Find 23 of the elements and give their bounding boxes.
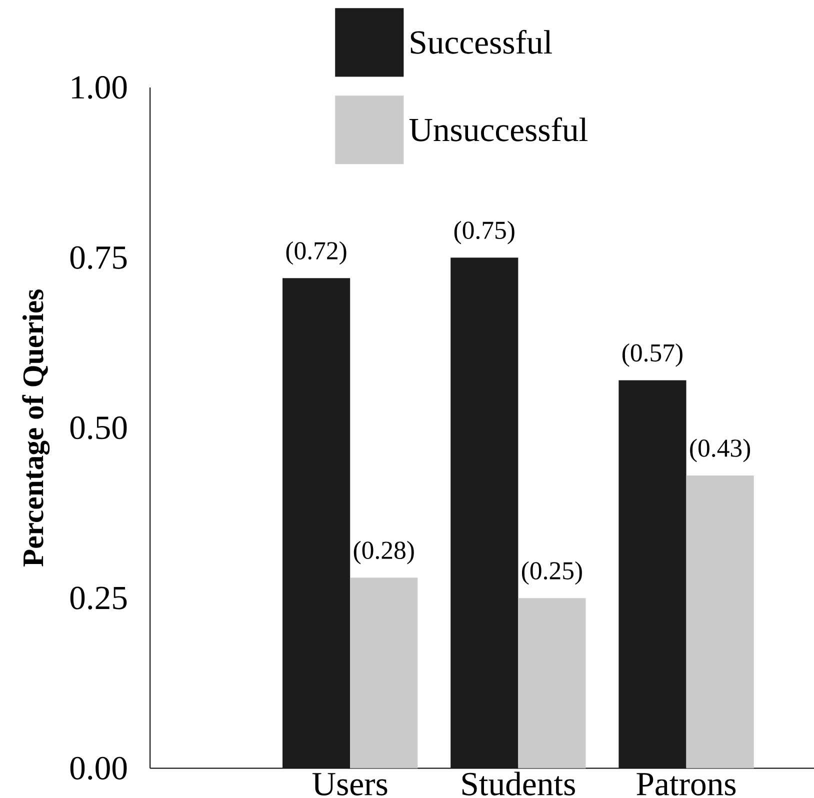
legend-label: Unsuccessful [409, 117, 588, 142]
data-label: (0.43) [690, 438, 750, 462]
y-tick-label: 0.75 [70, 246, 127, 270]
bar [282, 278, 350, 768]
x-tick-label: Users [312, 773, 388, 796]
data-label: (0.72) [286, 241, 346, 265]
y-axis-title: Percentage of Queries [22, 289, 50, 566]
data-label: (0.28) [354, 540, 414, 564]
bar [618, 380, 686, 768]
bar [350, 578, 418, 768]
bar [518, 598, 586, 768]
legend-label: Successful [410, 30, 552, 54]
data-label: (0.25) [522, 561, 582, 585]
x-tick-label: Patrons [636, 773, 736, 796]
bar [686, 475, 754, 768]
y-tick-label: 0.25 [70, 586, 127, 610]
data-label: (0.75) [454, 220, 514, 244]
bar [450, 258, 518, 768]
x-tick-label: Students [462, 772, 575, 796]
y-tick-label: 0.50 [70, 416, 127, 440]
data-label: (0.57) [622, 343, 682, 367]
y-tick-label: 0.00 [70, 756, 127, 780]
y-tick-label: 1.00 [72, 76, 127, 99]
